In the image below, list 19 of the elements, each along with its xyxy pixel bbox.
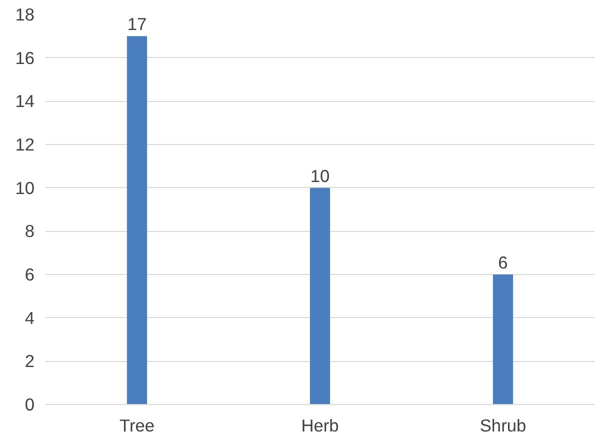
data-label: 17 [127,14,147,34]
y-tick-label: 16 [15,48,35,68]
y-tick-label: 12 [15,134,35,154]
y-tick-label: 2 [24,351,35,372]
x-tick-label: Herb [301,416,339,436]
y-tick-label: 14 [15,91,35,112]
y-tick-label: 6 [24,264,35,284]
y-tick-label: 8 [24,221,35,242]
y-tick-label: 10 [15,178,35,198]
data-label: 10 [310,166,330,186]
y-tick-label: 4 [24,308,35,328]
x-tick-label: Shrub [480,416,526,436]
bar [492,274,514,404]
data-label: 6 [498,252,508,272]
y-tick-label: 18 [15,4,35,24]
bar [310,188,330,404]
bar [126,36,148,404]
x-tick-label: Tree [120,416,155,436]
y-tick-label: 0 [24,394,35,414]
